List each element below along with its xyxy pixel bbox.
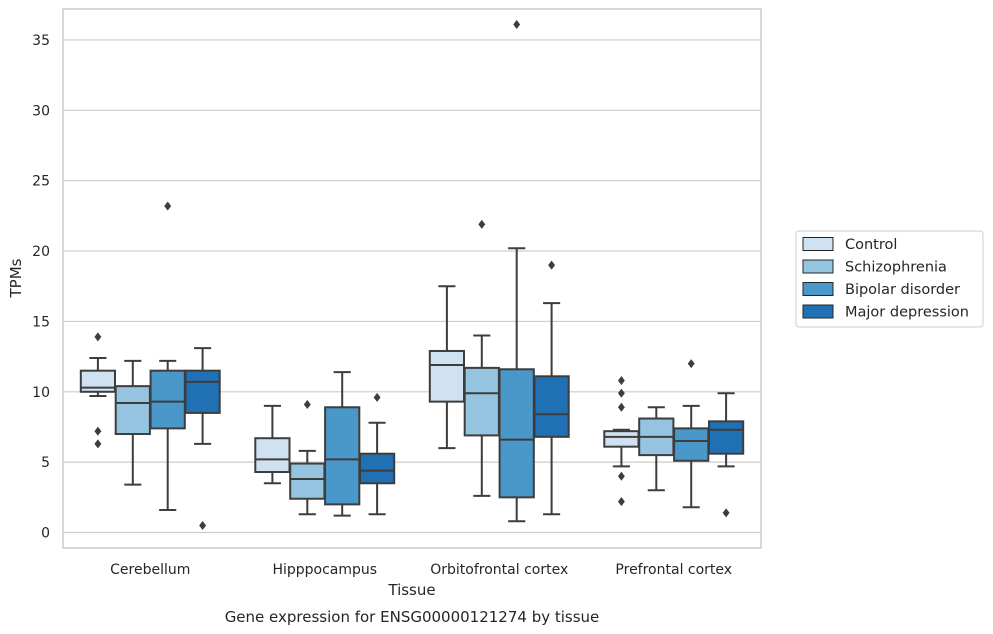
legend-label-0: Control [845, 237, 897, 253]
y-tick-label-5: 5 [41, 455, 50, 471]
x-tick-label-0: Cerebellum [110, 562, 190, 578]
outlier-point [164, 201, 172, 211]
box-1-3 [358, 392, 396, 516]
y-tick-label-10: 10 [32, 385, 50, 401]
outlier-point [199, 520, 207, 531]
outlier-point [303, 399, 311, 410]
box-body [707, 420, 745, 455]
legend-label-1: Schizophrenia [845, 260, 947, 276]
box-1-2 [324, 371, 361, 517]
plot-frame [62, 8, 762, 549]
box-1-1 [289, 399, 326, 516]
outlier-point [94, 426, 102, 436]
outlier-point [513, 19, 521, 30]
legend-swatch-2 [802, 282, 834, 296]
box-0-0 [79, 332, 117, 449]
box-body [673, 427, 710, 462]
box-0-1 [114, 359, 151, 486]
legend: Control Schizophrenia Bipolar disorder Majo… [795, 230, 984, 328]
box-body [603, 430, 640, 448]
x-tick-label-2: Orbitofrontal cortex [430, 562, 568, 578]
outlier-point [94, 332, 102, 342]
box-3-0 [603, 375, 640, 507]
legend-label-3: Major depression [845, 305, 969, 321]
box-body [149, 369, 186, 430]
x-axis-title: Tissue [387, 581, 435, 599]
outlier-point [94, 439, 102, 449]
box-body [358, 452, 396, 485]
box-2-3 [533, 260, 570, 516]
chart-caption: Gene expression for ENSG00000121274 by t… [225, 608, 600, 626]
outlier-point [617, 375, 625, 386]
y-tick-label-25: 25 [32, 174, 50, 190]
box-body [254, 437, 291, 474]
outlier-point [617, 388, 625, 398]
box-0-3 [184, 347, 221, 531]
box-body [498, 368, 535, 499]
outlier-point [722, 508, 730, 518]
legend-label-2: Bipolar disorder [845, 282, 960, 298]
box-body [463, 366, 500, 437]
box-3-3 [707, 392, 745, 518]
x-tick-label-1: Hipppocampus [272, 562, 377, 578]
x-tick-labels: Cerebellum Hipppocampus Orbitofrontal cort… [110, 562, 732, 578]
outlier-point [617, 496, 625, 507]
box-0-2 [149, 201, 186, 512]
outlier-point [687, 359, 695, 369]
box-body [428, 349, 466, 403]
y-tick-label-20: 20 [32, 244, 50, 260]
box-body [79, 369, 117, 393]
outlier-point [617, 471, 625, 481]
box-3-1 [638, 406, 675, 492]
box-3-2 [673, 359, 710, 509]
y-axis-title: TPMs [7, 258, 25, 298]
y-tick-label-0: 0 [41, 526, 50, 542]
box-2-2 [498, 19, 535, 523]
legend-swatch-1 [802, 259, 834, 274]
boxes [79, 19, 745, 531]
outlier-point [478, 219, 486, 229]
legend-frame [795, 230, 984, 328]
outlier-point [373, 392, 381, 403]
box-body [184, 369, 221, 414]
y-tick-label-15: 15 [32, 314, 50, 330]
legend-swatch-3 [802, 304, 834, 319]
box-body [533, 375, 570, 438]
box-body [114, 385, 151, 436]
box-2-0 [428, 285, 466, 450]
outlier-point [548, 260, 556, 270]
box-1-0 [254, 404, 291, 485]
legend-swatch-0 [802, 237, 834, 251]
x-tick-label-3: Prefrontal cortex [615, 562, 732, 578]
y-tick-label-30: 30 [32, 103, 50, 119]
box-body [324, 406, 361, 506]
y-tick-labels: 0 5 10 15 20 25 30 35 [32, 33, 50, 542]
outlier-point [617, 402, 625, 412]
y-tick-label-35: 35 [32, 33, 50, 49]
box-2-1 [463, 219, 500, 497]
box-body [289, 462, 326, 500]
